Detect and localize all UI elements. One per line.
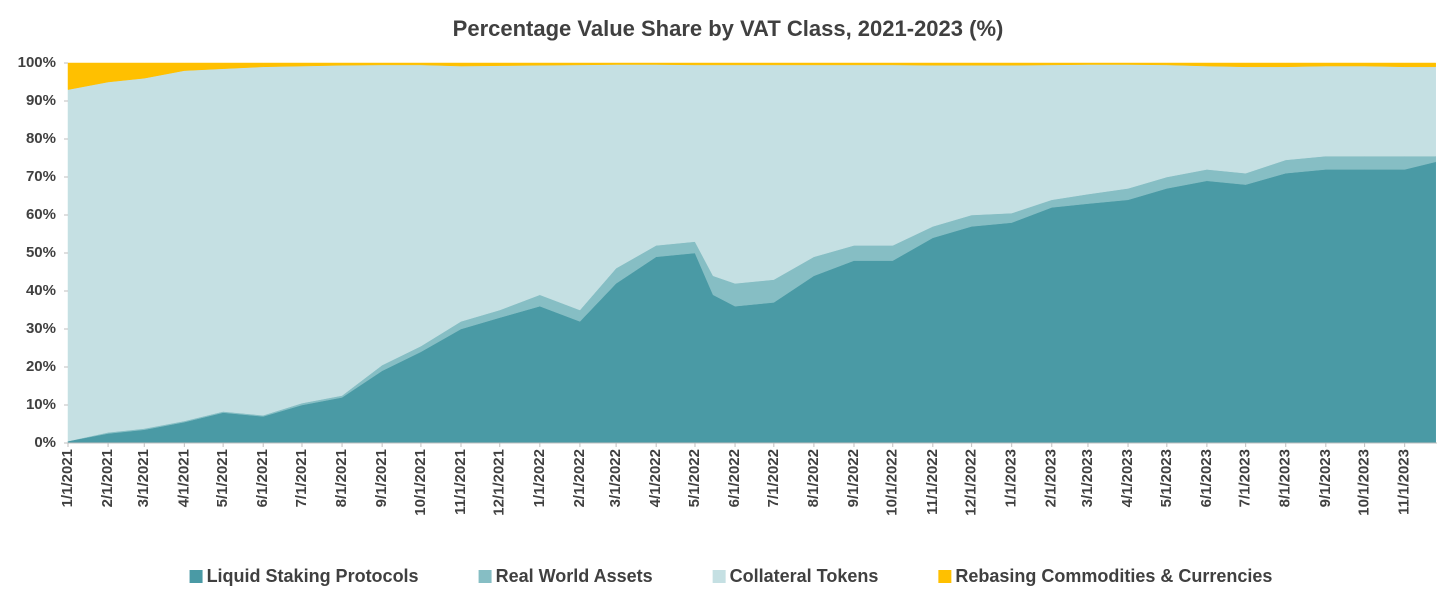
x-tick-label: 9/1/2022 xyxy=(845,449,862,507)
x-tick-label: 9/1/2021 xyxy=(373,449,390,507)
x-tick-label: 2/1/2022 xyxy=(571,449,588,507)
x-tick-label: 4/1/2021 xyxy=(175,449,192,507)
y-tick-label: 20% xyxy=(26,358,56,375)
x-tick-label: 3/1/2021 xyxy=(135,449,152,507)
y-tick-label: 60% xyxy=(26,206,56,223)
y-tick-label: 90% xyxy=(26,92,56,109)
x-tick-label: 9/1/2023 xyxy=(1317,449,1334,507)
x-tick-label: 12/1/2021 xyxy=(491,449,508,516)
x-tick-label: 2/1/2023 xyxy=(1043,449,1060,507)
x-tick-label: 3/1/2022 xyxy=(607,449,624,507)
x-tick-label: 11/1/2021 xyxy=(452,449,469,515)
legend-label: Collateral Tokens xyxy=(730,566,879,586)
y-tick-label: 70% xyxy=(26,168,56,185)
legend-label: Liquid Staking Protocols xyxy=(207,566,419,586)
x-tick-label: 5/1/2021 xyxy=(214,449,231,507)
x-tick-label: 12/1/2022 xyxy=(963,449,980,516)
y-tick-label: 50% xyxy=(26,244,56,261)
x-tick-label: 8/1/2022 xyxy=(805,449,822,507)
y-tick-label: 80% xyxy=(26,130,56,147)
x-tick-label: 8/1/2021 xyxy=(333,449,350,507)
x-tick-label: 2/1/2021 xyxy=(99,449,116,507)
chart-title: Percentage Value Share by VAT Class, 202… xyxy=(453,16,1004,41)
x-tick-label: 1/1/2021 xyxy=(59,449,76,507)
legend-swatch xyxy=(478,570,492,583)
x-tick-label: 7/1/2021 xyxy=(293,449,310,507)
x-tick-label: 5/1/2022 xyxy=(686,449,703,507)
y-tick-label: 100% xyxy=(18,54,56,71)
y-tick-label: 30% xyxy=(26,320,56,337)
x-tick-label: 6/1/2022 xyxy=(726,449,743,507)
x-tick-label: 4/1/2022 xyxy=(647,449,664,507)
y-tick-label: 40% xyxy=(26,282,56,299)
x-tick-label: 7/1/2022 xyxy=(765,449,782,507)
y-tick-label: 10% xyxy=(26,396,56,413)
x-tick-label: 10/1/2023 xyxy=(1356,449,1373,516)
y-tick-label: 0% xyxy=(34,434,56,451)
x-tick-label: 10/1/2021 xyxy=(412,449,429,516)
x-tick-label: 6/1/2021 xyxy=(254,449,271,507)
legend: Liquid Staking Protocols Real World Asset… xyxy=(189,566,1272,586)
legend-swatch xyxy=(938,570,952,583)
x-tick-label: 1/1/2023 xyxy=(1003,449,1020,507)
legend-swatch xyxy=(189,570,203,583)
x-tick-label: 4/1/2023 xyxy=(1119,449,1136,507)
legend-label: Rebasing Commodities & Currencies xyxy=(955,566,1272,586)
legend-swatch xyxy=(712,570,726,583)
area xyxy=(67,62,1436,90)
x-tick-label: 6/1/2023 xyxy=(1198,449,1215,507)
x-tick-label: 11/1/2023 xyxy=(1396,449,1413,515)
x-tick-label: 8/1/2023 xyxy=(1277,449,1294,507)
x-tick-label: 1/1/2022 xyxy=(531,449,548,507)
x-tick-label: 5/1/2023 xyxy=(1158,449,1175,507)
x-tick-label: 11/1/2022 xyxy=(924,449,941,515)
x-tick-label: 7/1/2023 xyxy=(1237,449,1254,507)
x-tick-label: 10/1/2022 xyxy=(884,449,901,516)
x-tick-label: 3/1/2023 xyxy=(1079,449,1096,507)
legend-label: Real World Assets xyxy=(496,566,653,586)
